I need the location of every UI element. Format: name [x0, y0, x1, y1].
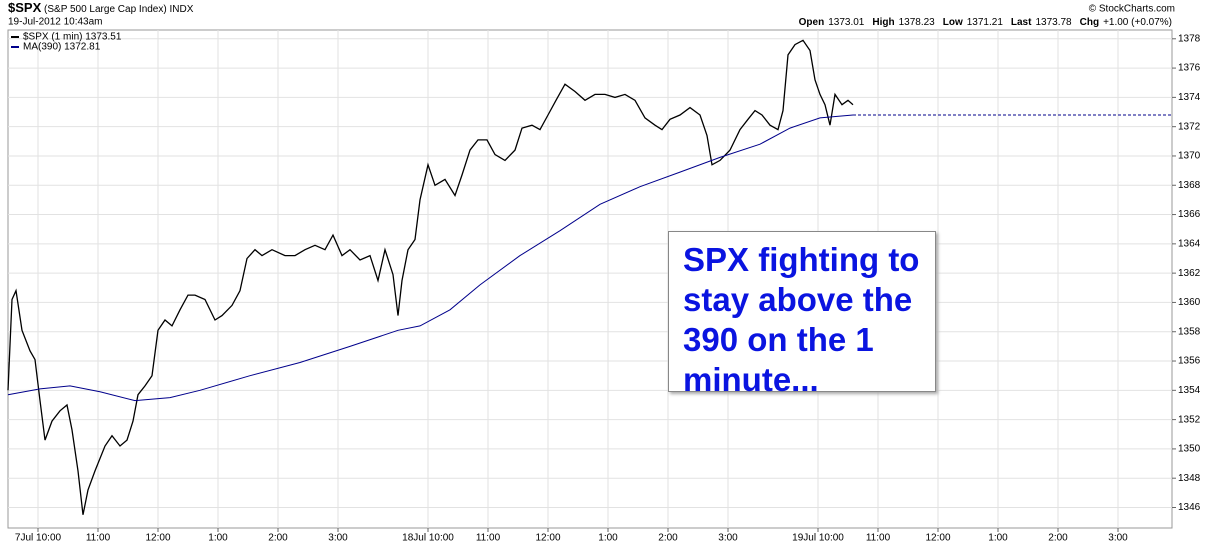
y-tick-label: 1346 — [1178, 502, 1201, 513]
x-tick-label: 12:00 — [535, 533, 560, 544]
plot-area — [7, 29, 1173, 529]
index-name: (S&P 500 Large Cap Index) — [44, 4, 167, 15]
y-tick-label: 1364 — [1178, 238, 1201, 249]
series-line — [7, 114, 854, 402]
x-tick-label: 2:00 — [1048, 533, 1068, 544]
x-tick-label: 1:00 — [598, 533, 618, 544]
quote-value: 1371.21 — [967, 17, 1004, 28]
legend-label: MA(390) 1372.81 — [23, 42, 101, 53]
y-tick-label: 1350 — [1178, 444, 1201, 455]
x-tick-label: 1:00 — [988, 533, 1008, 544]
source: © StockCharts.com — [1089, 4, 1175, 15]
quote-label: Open — [799, 17, 825, 28]
x-tick-label: 12:00 — [145, 533, 170, 544]
quote-label: Low — [943, 17, 963, 28]
x-tick-label: 7Jul 10:00 — [15, 533, 62, 544]
x-tick-label: 19Jul 10:00 — [792, 533, 844, 544]
legend-label: $SPX (1 min) 1373.51 — [23, 32, 122, 43]
y-tick-label: 1348 — [1178, 473, 1201, 484]
y-tick-label: 1352 — [1178, 414, 1201, 425]
y-tick-label: 1354 — [1178, 385, 1201, 396]
quote: Open 1373.01 High 1378.23 Low 1371.21 Last 1373… — [799, 17, 1172, 28]
date: 19-Jul-2012 10:43am — [8, 17, 103, 28]
exchange: INDX — [169, 4, 193, 15]
symbol: $SPX — [8, 0, 42, 15]
quote-value: 1378.23 — [899, 17, 936, 28]
x-tick-label: 1:00 — [208, 533, 228, 544]
y-tick-label: 1368 — [1178, 180, 1201, 191]
quote-value: 1373.78 — [1035, 17, 1072, 28]
y-tick-label: 1358 — [1178, 326, 1201, 337]
y-tick-label: 1378 — [1178, 33, 1201, 44]
x-tick-label: 2:00 — [658, 533, 678, 544]
quote-value: 1373.01 — [828, 17, 865, 28]
x-tick-label: 11:00 — [476, 533, 501, 544]
x-tick-label: 11:00 — [866, 533, 891, 544]
y-tick-label: 1366 — [1178, 209, 1201, 220]
y-tick-label: 1376 — [1178, 63, 1201, 74]
y-tick-label: 1360 — [1178, 297, 1201, 308]
x-tick-label: 12:00 — [925, 533, 950, 544]
y-tick-label: 1370 — [1178, 151, 1201, 162]
quote-value: +1.00 (+0.07%) — [1103, 17, 1172, 28]
quote-label: High — [872, 17, 894, 28]
y-tick-label: 1374 — [1178, 92, 1201, 103]
x-tick-label: 3:00 — [1108, 533, 1128, 544]
series-line — [7, 39, 854, 515]
quote-label: Last — [1011, 17, 1032, 28]
y-tick-label: 1356 — [1178, 356, 1201, 367]
quote-label: Chg — [1080, 17, 1099, 28]
x-tick-label: 3:00 — [718, 533, 738, 544]
annotation: SPX fighting to stay above the 390 on th… — [668, 231, 936, 398]
y-tick-label: 1362 — [1178, 268, 1201, 279]
x-tick-label: 3:00 — [328, 533, 348, 544]
header-title: $SPX (S&P 500 Large Cap Index) INDX — [8, 0, 194, 15]
y-tick-label: 1372 — [1178, 121, 1201, 132]
x-tick-label: 11:00 — [86, 533, 111, 544]
x-tick-label: 2:00 — [268, 533, 288, 544]
x-tick-label: 18Jul 10:00 — [402, 533, 454, 544]
